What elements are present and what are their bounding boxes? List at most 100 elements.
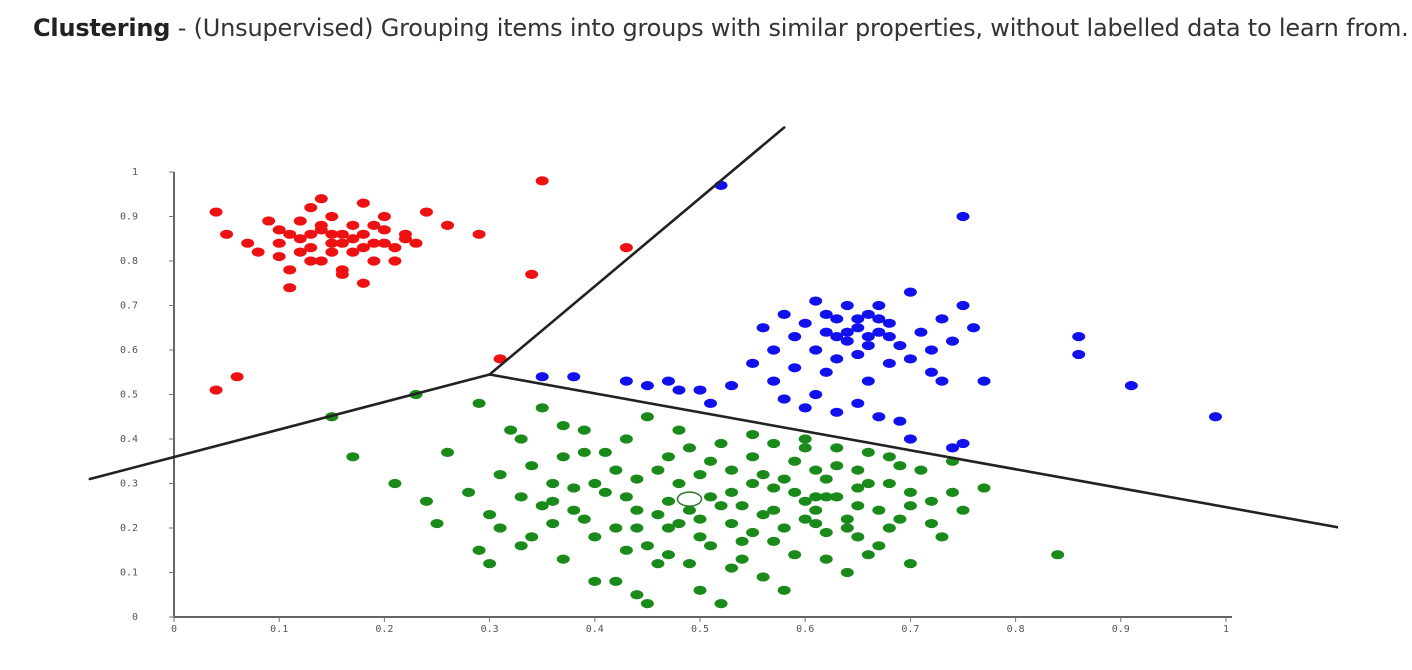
data-point: [356, 229, 370, 239]
data-point: [746, 452, 760, 462]
data-point: [788, 332, 802, 342]
data-point: [441, 447, 455, 457]
data-point: [535, 176, 549, 186]
data-point: [304, 256, 318, 266]
data-point: [746, 478, 760, 489]
data-point: [840, 567, 854, 578]
data-point: [777, 474, 791, 484]
data-point: [651, 510, 665, 520]
data-point: [346, 452, 360, 462]
data-point: [935, 314, 949, 324]
data-point: [609, 523, 623, 533]
data-point: [693, 532, 707, 542]
data-point: [967, 323, 981, 333]
data-point: [714, 599, 728, 609]
data-point: [777, 394, 791, 404]
data-point: [356, 198, 370, 208]
data-point: [861, 447, 875, 457]
data-point: [651, 465, 665, 475]
data-point: [756, 470, 770, 480]
data-point: [882, 358, 896, 368]
data-point: [419, 496, 433, 506]
x-tick-label: 0.2: [375, 624, 393, 635]
data-point: [893, 514, 907, 524]
data-point: [293, 216, 307, 226]
y-tick-label: 0.4: [120, 434, 138, 445]
data-point: [567, 505, 581, 515]
data-point: [725, 381, 739, 391]
data-point: [798, 403, 812, 413]
y-tick-label: 0.5: [120, 390, 138, 401]
data-point: [293, 247, 307, 257]
data-point: [377, 238, 391, 248]
data-point: [567, 483, 581, 493]
data-point: [840, 336, 854, 346]
y-tick-label: 0.8: [120, 256, 138, 267]
data-point: [493, 470, 507, 480]
data-point: [556, 452, 570, 462]
y-tick-label: 0.1: [120, 568, 138, 579]
x-tick-label: 0.3: [481, 624, 499, 635]
data-point: [704, 541, 718, 551]
data-point: [651, 559, 665, 569]
data-point: [735, 501, 749, 511]
data-point: [851, 314, 865, 324]
data-point: [335, 229, 349, 239]
data-point: [924, 345, 938, 355]
data-point: [661, 452, 675, 462]
data-point: [945, 487, 959, 497]
data-point: [556, 421, 570, 431]
data-point: [504, 425, 518, 435]
data-point: [840, 523, 854, 533]
data-point: [809, 345, 823, 355]
data-point: [945, 443, 959, 453]
data-point: [472, 398, 486, 408]
data-point: [209, 385, 223, 395]
data-point: [598, 447, 612, 457]
y-tick-label: 0.6: [120, 345, 138, 356]
data-point: [535, 501, 549, 511]
axes: 0 0.1 0.2 0.3 0.4 0.5 0.6 0.7 0.8 0.9 1 0 0.1 0.2 0.3 0…: [120, 167, 1232, 635]
data-point: [935, 376, 949, 386]
data-point: [819, 367, 833, 377]
data-point: [251, 247, 265, 257]
data-point: [661, 550, 675, 560]
data-point: [819, 309, 833, 319]
data-point: [535, 372, 549, 382]
data-point: [367, 238, 381, 248]
data-point: [956, 505, 970, 515]
data-point: [788, 456, 802, 466]
data-point: [851, 349, 865, 360]
data-point: [493, 523, 507, 533]
data-point: [777, 309, 791, 319]
data-point: [861, 550, 875, 560]
data-point: [514, 492, 528, 502]
data-point: [704, 398, 718, 408]
data-point: [830, 354, 844, 364]
data-point: [682, 443, 696, 453]
data-point: [462, 487, 476, 497]
data-point: [398, 234, 412, 244]
data-point: [346, 234, 360, 244]
data-point: [388, 478, 402, 489]
data-point: [1124, 381, 1138, 391]
centroid-ring: [676, 491, 703, 507]
x-tick-label: 0: [171, 624, 177, 635]
data-point: [525, 269, 539, 279]
data-point: [514, 541, 528, 551]
data-point: [304, 203, 318, 213]
data-point: [672, 518, 686, 529]
data-point: [809, 389, 823, 400]
data-point: [735, 536, 749, 546]
data-point: [535, 403, 549, 413]
data-point: [546, 518, 560, 529]
data-point: [809, 492, 823, 502]
data-points: [209, 176, 1222, 609]
data-point: [1072, 332, 1086, 342]
y-tick-label: 0: [132, 612, 138, 623]
data-point: [640, 541, 654, 551]
data-point: [788, 487, 802, 497]
centroid-marker: [676, 491, 703, 507]
data-point: [809, 465, 823, 475]
data-point: [861, 376, 875, 386]
